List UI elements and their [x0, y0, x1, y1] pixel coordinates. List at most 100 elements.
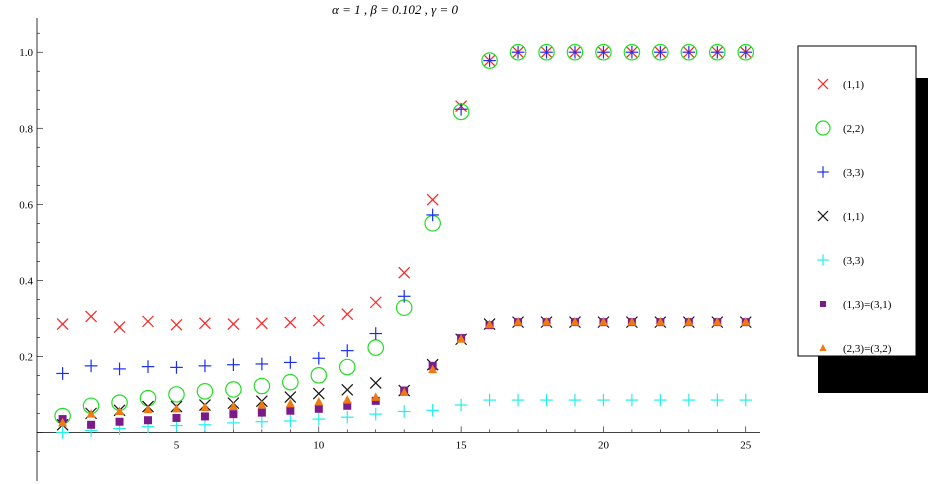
data-point	[228, 401, 238, 411]
data-point	[369, 327, 383, 340]
data-point	[284, 356, 297, 369]
legend-swatch	[817, 78, 829, 90]
data-point	[255, 357, 269, 371]
data-point	[312, 387, 325, 400]
legend-swatch	[817, 210, 829, 222]
data-point	[198, 418, 212, 432]
data-point	[142, 315, 154, 328]
plot-area	[54, 43, 755, 439]
data-point	[456, 334, 466, 343]
data-point	[454, 102, 468, 116]
y-tick-label: 0.8	[19, 123, 33, 135]
data-point	[710, 393, 724, 407]
data-point	[625, 45, 639, 59]
data-point	[285, 398, 295, 408]
data-point	[627, 317, 637, 326]
data-point	[342, 395, 352, 404]
data-point	[483, 393, 496, 407]
data-point	[199, 317, 211, 330]
data-point	[227, 416, 240, 430]
data-point	[369, 407, 383, 421]
legend-item: (1,3)=(3,1)	[820, 299, 892, 311]
series-2	[54, 43, 755, 425]
data-point	[343, 401, 352, 410]
data-point	[56, 318, 69, 330]
data-point	[654, 393, 667, 407]
legend-item: (3,3)	[817, 166, 864, 179]
data-point	[227, 358, 240, 372]
data-point	[540, 393, 553, 407]
data-point	[566, 43, 584, 61]
y-tick-label: 0.6	[19, 199, 33, 211]
data-point	[568, 45, 582, 59]
legend-swatch	[815, 120, 831, 136]
data-point	[428, 364, 438, 374]
data-point	[483, 54, 496, 67]
data-point	[340, 410, 354, 424]
data-point	[739, 393, 753, 407]
data-point	[680, 43, 698, 61]
data-point	[284, 391, 297, 403]
data-point	[568, 393, 582, 407]
data-point	[684, 317, 694, 326]
data-point	[540, 45, 553, 59]
data-point	[168, 386, 185, 403]
data-point	[426, 404, 439, 417]
legend-label: (3,3)	[843, 167, 864, 179]
legend-item: (3,3)	[817, 254, 864, 267]
legend-label: (2,2)	[843, 123, 864, 135]
legend-label: (1,1)	[843, 211, 864, 223]
legend-item: (2,2)	[815, 120, 864, 136]
axes: 5 10 15 20 25 0.2 0.4 0.6 0.8 1.0	[19, 18, 760, 481]
data-point	[481, 52, 498, 69]
data-point	[257, 400, 267, 409]
x-tick-label: 5	[174, 439, 180, 451]
data-point	[198, 359, 212, 373]
data-point	[200, 402, 210, 412]
legend-box	[797, 45, 917, 357]
data-point	[141, 360, 155, 373]
data-point	[312, 351, 326, 365]
data-point	[115, 406, 125, 415]
data-point	[144, 416, 153, 425]
legend-swatch	[820, 301, 826, 307]
legend-swatch	[817, 254, 829, 266]
y-tick-label: 1.0	[19, 47, 33, 59]
data-point	[655, 317, 665, 326]
data-point	[286, 406, 295, 415]
data-point	[625, 393, 639, 407]
data-point	[255, 317, 268, 330]
y-tick-label: 0.2	[19, 351, 33, 363]
data-point	[56, 367, 69, 380]
data-point	[367, 339, 385, 356]
data-point	[143, 404, 153, 414]
legend-label: (3,3)	[843, 255, 864, 267]
data-point	[200, 412, 209, 421]
data-point	[712, 317, 722, 326]
series-1	[56, 46, 752, 334]
data-point	[369, 377, 382, 389]
data-point	[314, 396, 324, 406]
x-tick-label: 10	[313, 439, 325, 451]
x-tick-label: 15	[456, 439, 468, 451]
data-point	[115, 417, 124, 426]
data-point	[595, 43, 612, 61]
data-point	[399, 387, 409, 396]
legend-item: (1,1)	[817, 210, 864, 223]
data-point	[397, 405, 411, 418]
legend: (1,1) (2,2) (3,3) (1,1) (3,3) (1,3)=(3,1) (2,3…	[797, 45, 928, 393]
data-point	[570, 317, 580, 326]
legend-swatch	[819, 344, 827, 351]
data-point	[139, 389, 157, 407]
x-tick-label: 25	[740, 439, 752, 451]
data-point	[113, 321, 126, 334]
data-point	[739, 45, 753, 59]
data-point	[58, 417, 68, 427]
data-point	[454, 398, 468, 412]
data-point	[310, 367, 328, 384]
series-3	[56, 45, 753, 380]
data-point	[371, 392, 381, 401]
chart-title: α = 1 , β = 0.102 , γ = 0	[332, 2, 458, 17]
data-point	[710, 45, 724, 59]
